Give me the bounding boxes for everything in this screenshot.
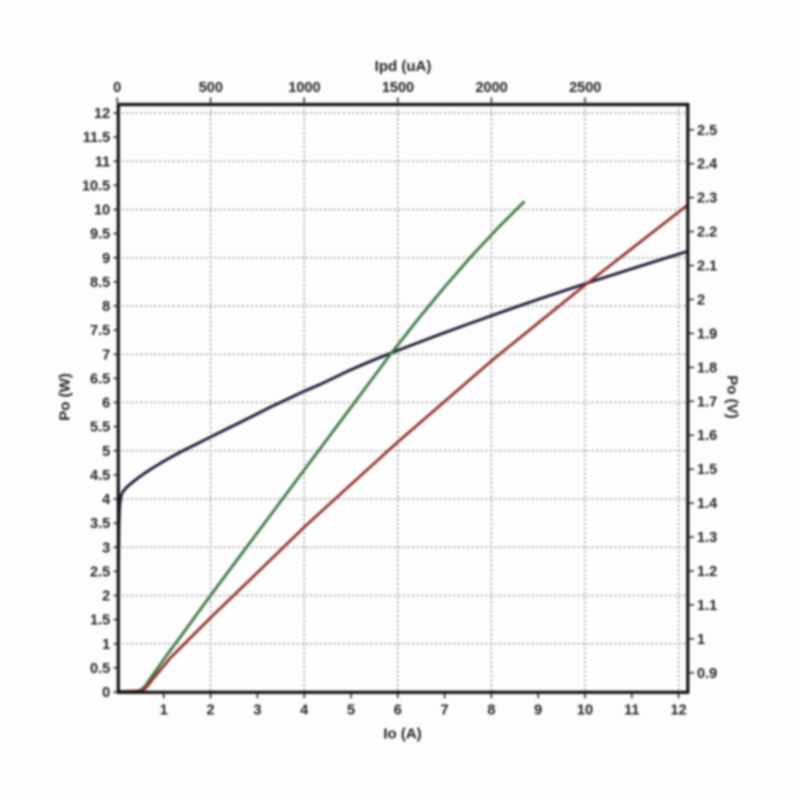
svg-text:1.8: 1.8 [697, 360, 717, 376]
svg-text:2.3: 2.3 [697, 191, 717, 207]
svg-text:9: 9 [534, 703, 542, 719]
svg-text:1.4: 1.4 [697, 496, 717, 512]
svg-text:1.6: 1.6 [697, 428, 717, 444]
svg-text:2: 2 [697, 292, 705, 308]
svg-text:4.5: 4.5 [90, 468, 110, 484]
svg-text:7: 7 [441, 703, 449, 719]
svg-text:1000: 1000 [288, 80, 320, 96]
svg-text:1.1: 1.1 [697, 598, 717, 614]
svg-text:0: 0 [102, 685, 110, 701]
svg-text:6: 6 [102, 396, 110, 412]
svg-text:10: 10 [94, 203, 110, 219]
svg-text:1.9: 1.9 [697, 326, 717, 342]
svg-text:1.5: 1.5 [697, 462, 717, 478]
svg-text:6: 6 [394, 703, 402, 719]
svg-text:1.2: 1.2 [697, 564, 717, 580]
svg-text:2.4: 2.4 [697, 157, 717, 173]
svg-text:Po (W): Po (W) [57, 373, 74, 420]
svg-text:2: 2 [102, 589, 110, 605]
svg-text:6.5: 6.5 [90, 371, 110, 387]
svg-text:0: 0 [113, 80, 121, 96]
svg-text:1.5: 1.5 [90, 613, 110, 629]
svg-text:1.3: 1.3 [697, 530, 717, 546]
svg-text:10: 10 [577, 703, 593, 719]
svg-text:2000: 2000 [475, 80, 507, 96]
svg-text:2: 2 [207, 703, 215, 719]
svg-text:11: 11 [624, 703, 639, 719]
svg-text:10.5: 10.5 [82, 178, 110, 194]
svg-text:2.1: 2.1 [697, 259, 717, 275]
svg-text:8: 8 [102, 299, 110, 315]
svg-text:9.5: 9.5 [90, 227, 110, 243]
svg-text:Ipd (uA): Ipd (uA) [375, 58, 432, 75]
svg-text:2.5: 2.5 [90, 564, 110, 580]
svg-text:11: 11 [95, 154, 110, 170]
svg-text:7.5: 7.5 [90, 323, 110, 339]
svg-text:2500: 2500 [569, 80, 601, 96]
svg-text:2.2: 2.2 [697, 225, 717, 241]
svg-text:4: 4 [300, 703, 308, 719]
svg-text:8: 8 [487, 703, 495, 719]
svg-text:1500: 1500 [382, 80, 414, 96]
svg-text:12: 12 [671, 703, 687, 719]
svg-text:3: 3 [102, 540, 110, 556]
svg-text:12: 12 [94, 106, 110, 122]
svg-text:7: 7 [102, 347, 110, 363]
svg-text:3: 3 [253, 703, 261, 719]
svg-text:5.5: 5.5 [90, 420, 110, 436]
svg-text:2.5: 2.5 [697, 123, 717, 139]
svg-text:1: 1 [697, 632, 705, 648]
svg-text:Io (A): Io (A) [383, 726, 421, 743]
svg-text:1.7: 1.7 [697, 394, 717, 410]
svg-text:4: 4 [102, 492, 110, 508]
svg-text:500: 500 [199, 80, 223, 96]
svg-text:8.5: 8.5 [90, 275, 110, 291]
svg-text:3.5: 3.5 [90, 516, 110, 532]
svg-text:0.5: 0.5 [90, 661, 110, 677]
svg-text:11.5: 11.5 [83, 130, 110, 146]
svg-text:1: 1 [160, 703, 168, 719]
svg-text:1: 1 [102, 637, 110, 653]
svg-text:Po (V): Po (V) [724, 375, 741, 418]
svg-text:5: 5 [347, 703, 355, 719]
svg-text:9: 9 [102, 251, 110, 267]
svg-text:0.9: 0.9 [697, 666, 717, 682]
svg-text:5: 5 [102, 444, 110, 460]
